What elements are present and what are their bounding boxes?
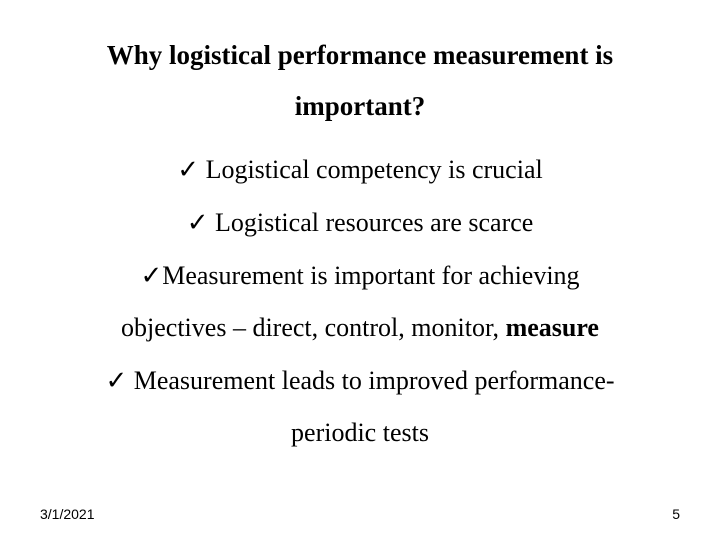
bullet-item: ✓ Logistical resources are scarce xyxy=(40,196,680,249)
bullet-item: ✓ Measurement leads to improved performa… xyxy=(40,354,680,407)
bullet-item: ✓ Logistical competency is crucial xyxy=(40,143,680,196)
bullet-text: periodic tests xyxy=(291,418,429,447)
bullet-text: Measurement is important for achieving xyxy=(162,261,579,290)
bullet-item-continuation: objectives – direct, control, monitor, m… xyxy=(40,302,680,354)
bullet-text: Logistical resources are scarce xyxy=(215,208,533,237)
bullet-text-bold: measure xyxy=(506,313,599,342)
checkmark-icon: ✓ xyxy=(105,365,127,395)
bullet-text: Measurement leads to improved performanc… xyxy=(134,366,615,395)
title-line-2: important? xyxy=(295,91,426,121)
slide-footer: 3/1/2021 5 xyxy=(40,506,680,522)
bullet-list: ✓ Logistical competency is crucial ✓ Log… xyxy=(40,143,680,459)
bullet-text: Logistical competency is crucial xyxy=(206,155,543,184)
slide: Why logistical performance measurement i… xyxy=(0,0,720,540)
footer-date: 3/1/2021 xyxy=(40,506,95,522)
checkmark-icon: ✓ xyxy=(140,260,162,290)
bullet-item-continuation: periodic tests xyxy=(40,407,680,459)
slide-title: Why logistical performance measurement i… xyxy=(40,30,680,133)
checkmark-icon: ✓ xyxy=(177,154,199,184)
bullet-text: objectives – direct, control, monitor, xyxy=(121,313,506,342)
title-line-1: Why logistical performance measurement i… xyxy=(107,40,613,70)
checkmark-icon: ✓ xyxy=(187,207,209,237)
footer-page-number: 5 xyxy=(672,506,680,522)
bullet-item: ✓Measurement is important for achieving xyxy=(40,249,680,302)
